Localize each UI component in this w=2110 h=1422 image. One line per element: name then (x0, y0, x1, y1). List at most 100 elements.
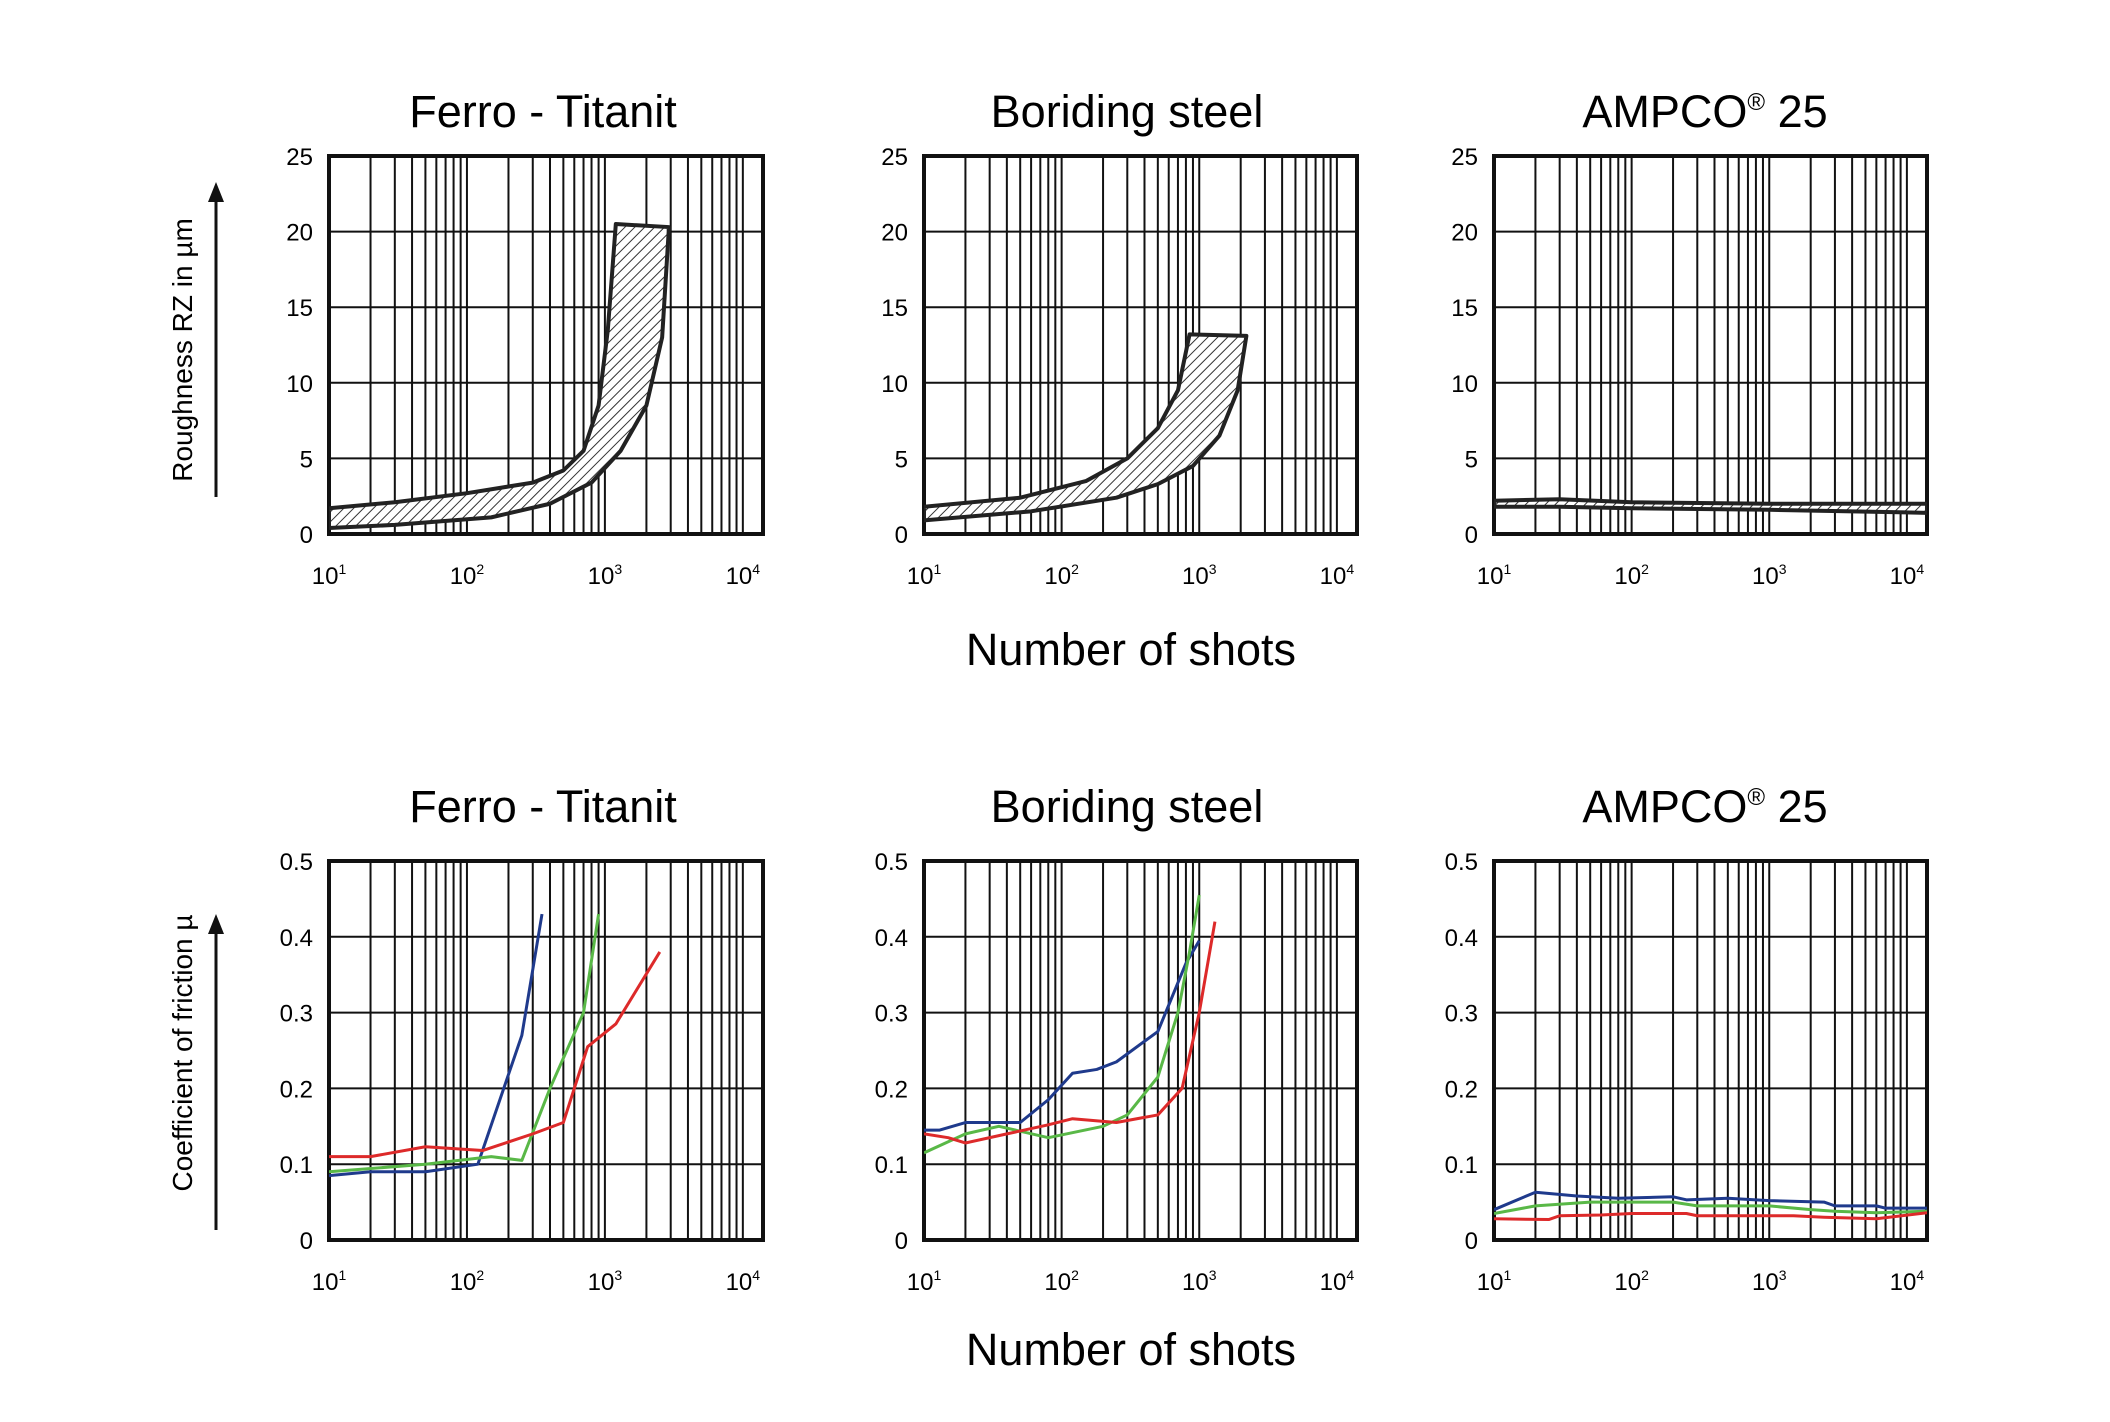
panel-top-boriding-steel: Boriding steel 0 5 10 15 20 25 101 102 103 104 (881, 86, 1359, 590)
x-tick-label: 104 (1320, 561, 1355, 590)
x-tick-label: 104 (726, 1267, 761, 1296)
y-tick-label: 0.3 (1445, 1001, 1478, 1028)
y-tick-label: 0 (300, 1228, 313, 1255)
y-tick-label: 0.5 (1445, 849, 1478, 876)
friction-series-line-3 (924, 921, 1217, 1145)
roughness-band (924, 332, 1249, 523)
x-tick-label: 103 (1182, 561, 1217, 590)
y-tick-label: 25 (881, 144, 908, 171)
panel-top-ferro-titanit: Ferro - Titanit 0 5 10 15 20 25 101 102 103 104 (286, 86, 765, 590)
x-tick-label: 101 (312, 1267, 347, 1296)
x-axis-title-top: Number of shots (966, 624, 1296, 675)
x-tick-label: 102 (450, 1267, 485, 1296)
x-tick-label: 103 (1752, 1267, 1787, 1296)
y-tick-label: 10 (881, 371, 908, 398)
plot-frame (922, 859, 1359, 1242)
y-tick-label: 0.2 (280, 1076, 313, 1103)
y-axis-title-top: Roughness RZ in µm (167, 218, 198, 482)
x-tick-label: 101 (1477, 1267, 1512, 1296)
x-tick-label: 103 (1182, 1267, 1217, 1296)
panel-bottom-ferro-titanit: Ferro - Titanit 0 0.1 0.2 0.3 0.4 0.5 101 102 10… (280, 781, 765, 1296)
panel-bottom-ampco-25: AMPCO® 25 0 0.1 0.2 0.3 0.4 0.5 101 102 103 104 (1445, 781, 1929, 1296)
y-tick-label: 0.1 (875, 1152, 908, 1179)
y-tick-label: 20 (1451, 220, 1478, 247)
y-tick-label: 0.1 (280, 1152, 313, 1179)
y-tick-label: 0 (300, 522, 313, 549)
friction-series-line-2 (329, 913, 601, 1174)
y-tick-label: 5 (300, 446, 313, 473)
x-tick-label: 104 (1890, 561, 1925, 590)
panel-title: Ferro - Titanit (409, 86, 677, 137)
y-tick-label: 0 (895, 1228, 908, 1255)
friction-series-line-3 (1494, 1211, 1927, 1222)
roughness-band (1494, 497, 1927, 515)
y-axis-arrowhead-top (208, 182, 224, 202)
x-tick-label: 104 (1320, 1267, 1355, 1296)
plot-area (329, 913, 662, 1178)
plot-area (1494, 497, 1927, 515)
y-tick-label: 0.3 (280, 1001, 313, 1028)
friction-series-line-1 (924, 939, 1201, 1132)
y-tick-label: 0.2 (1445, 1076, 1478, 1103)
plot-area (924, 332, 1249, 523)
panel-title-superscript: ® (1747, 784, 1765, 811)
x-tick-label: 103 (588, 561, 623, 590)
y-tick-label: 20 (881, 220, 908, 247)
plot-area (329, 222, 671, 530)
y-tick-label: 15 (881, 295, 908, 322)
y-tick-label: 0.5 (280, 849, 313, 876)
y-tick-label: 10 (286, 371, 313, 398)
x-tick-label: 103 (588, 1267, 623, 1296)
x-tick-label: 101 (1477, 561, 1512, 590)
x-tick-label: 102 (1044, 1267, 1079, 1296)
y-tick-label: 0 (895, 522, 908, 549)
friction-series-line-2 (1494, 1200, 1927, 1215)
panel-title: Ferro - Titanit (409, 781, 677, 832)
friction-series-line-3 (329, 951, 662, 1159)
panel-bottom-boriding-steel: Boriding steel 0 0.1 0.2 0.3 0.4 0.5 101 102 103… (875, 781, 1359, 1296)
x-axis-title-bottom: Number of shots (966, 1324, 1296, 1375)
panel-title: Boriding steel (991, 781, 1264, 832)
y-tick-label: 10 (1451, 371, 1478, 398)
y-tick-label: 0.4 (280, 925, 313, 952)
y-axis-arrowhead-bottom (208, 914, 224, 934)
y-axis-title-bottom: Coefficient of friction µ (167, 914, 198, 1191)
panel-title-main: AMPCO (1582, 781, 1747, 832)
y-tick-label: 25 (1451, 144, 1478, 171)
y-tick-label: 15 (286, 295, 313, 322)
y-tick-label: 0.2 (875, 1076, 908, 1103)
y-tick-label: 0.4 (1445, 925, 1478, 952)
plot-frame (922, 154, 1359, 536)
plot-frame (1492, 154, 1929, 536)
plot-frame (327, 859, 765, 1242)
panel-title: AMPCO® 25 (1582, 781, 1827, 832)
x-tick-label: 102 (1614, 1267, 1649, 1296)
y-tick-label: 15 (1451, 295, 1478, 322)
y-tick-label: 0.5 (875, 849, 908, 876)
x-tick-label: 101 (907, 561, 942, 590)
plot-frame (327, 154, 765, 536)
y-tick-label: 5 (1465, 446, 1478, 473)
plot-area (924, 894, 1217, 1155)
x-tick-label: 101 (907, 1267, 942, 1296)
y-tick-label: 0.1 (1445, 1152, 1478, 1179)
x-tick-label: 104 (1890, 1267, 1925, 1296)
plot-area (1494, 1190, 1927, 1222)
friction-series-line-1 (1494, 1190, 1927, 1212)
y-tick-label: 0.4 (875, 925, 908, 952)
y-tick-label: 0 (1465, 1228, 1478, 1255)
y-tick-label: 0.3 (875, 1001, 908, 1028)
y-tick-label: 25 (286, 144, 313, 171)
panel-title-main: AMPCO (1582, 86, 1747, 137)
friction-series-line-2 (924, 894, 1201, 1155)
x-tick-label: 103 (1752, 561, 1787, 590)
panel-top-ampco-25: AMPCO® 25 0 5 10 15 20 25 101 102 103 104 (1451, 86, 1929, 590)
friction-series-line-1 (329, 913, 544, 1178)
y-tick-label: 0 (1465, 522, 1478, 549)
panel-title-suffix: 25 (1765, 86, 1828, 137)
x-tick-label: 102 (1044, 561, 1079, 590)
plot-frame (1492, 859, 1929, 1242)
y-tick-label: 20 (286, 220, 313, 247)
x-tick-label: 102 (450, 561, 485, 590)
